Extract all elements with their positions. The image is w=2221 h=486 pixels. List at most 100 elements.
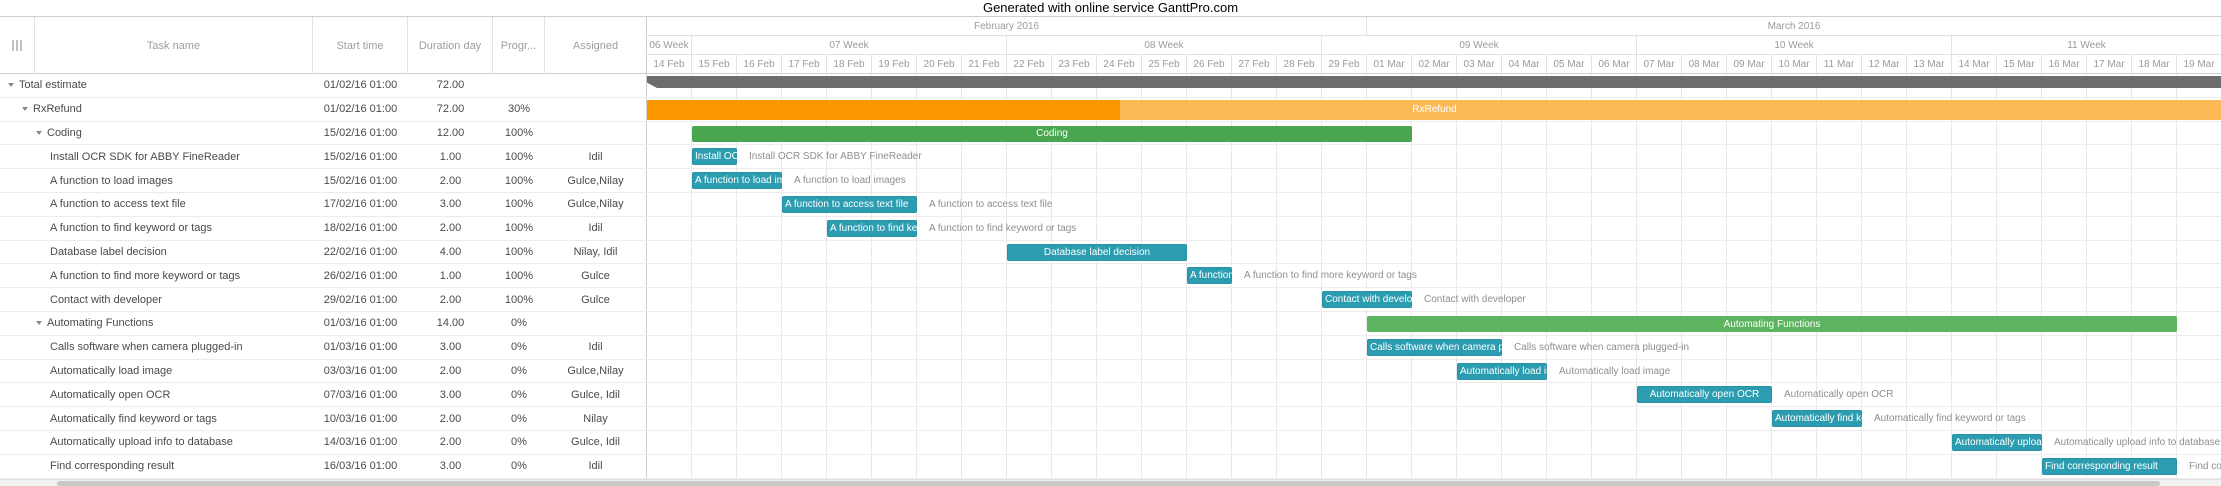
gantt-bar-group[interactable]: Coding (692, 125, 1412, 142)
task-row-left: RxRefund 01/02/16 01:00 72.00 30% (0, 98, 646, 121)
task-name-cell[interactable]: Contact with developer (0, 288, 313, 311)
day-header-cell: 11 Mar (1817, 55, 1862, 74)
gantt-bar-task[interactable]: Automatically open OCR (1637, 386, 1772, 404)
gantt-bar-task[interactable]: A function to access text file (782, 196, 917, 213)
month-header-cell: March 2016 (1367, 17, 2221, 36)
column-options-button[interactable] (0, 17, 35, 74)
gantt-bar-task[interactable]: Database label decision (1007, 243, 1187, 261)
task-row-left: Automating Functions 01/03/16 01:00 14.00 0… (0, 312, 646, 335)
gantt-bar-task[interactable]: Automatically find keyword or tags (1772, 410, 1862, 428)
task-name-cell[interactable]: Automatically open OCR (0, 383, 313, 406)
task-row[interactable]: Find corresponding result 16/03/16 01:00 3… (0, 454, 2221, 479)
table-header: Task name Start time Duration day Progr.… (0, 17, 646, 74)
task-name-cell[interactable]: Find corresponding result (0, 455, 313, 478)
task-row[interactable]: A function to access text file 17/02/16 0… (0, 193, 2221, 217)
column-header-start-time[interactable]: Start time (313, 17, 408, 74)
page-title: Generated with online service GanttPro.c… (982, 0, 1239, 15)
task-name-cell[interactable]: Total estimate (0, 74, 313, 97)
horizontal-scrollbar[interactable] (0, 479, 2221, 486)
bar-after-label: A function to find keyword or tags (929, 222, 1077, 234)
task-row[interactable]: A function to find more keyword or tags 2… (0, 264, 2221, 289)
progress-cell: 100% (504, 174, 534, 187)
day-header-cell: 04 Mar (1502, 55, 1547, 74)
bar-label: A function to access text file (785, 199, 909, 210)
chevron-down-icon[interactable] (22, 107, 28, 112)
gantt-bar-task[interactable]: A function to load images (692, 172, 782, 190)
progress-cell: 0% (511, 412, 527, 425)
task-row[interactable]: A function to find keyword or tags 18/02/… (0, 216, 2221, 241)
task-name-cell[interactable]: A function to load images (0, 169, 313, 192)
gantt-bar-group[interactable]: Automating Functions (1367, 316, 2177, 332)
task-row[interactable]: Database label decision 22/02/16 01:00 4.0… (0, 240, 2221, 265)
task-name-cell[interactable]: Coding (0, 122, 313, 145)
assigned-cell: Idil (588, 150, 603, 163)
progress-cell: 100% (504, 198, 534, 211)
gantt-bar-task[interactable]: Install OCR SDK for ABBY FineReader (692, 148, 737, 166)
task-row-timeline: Find corresponding result Find correspond… (646, 454, 2221, 478)
bar-after-label: Install OCR SDK for ABBY FineReader (749, 151, 922, 163)
task-name-label: RxRefund (33, 103, 82, 116)
start-time-cell: 01/03/16 01:00 (323, 317, 398, 330)
gantt-bar-task[interactable]: Contact with developer (1322, 291, 1412, 309)
task-row[interactable]: Contact with developer 29/02/16 01:00 2.00… (0, 288, 2221, 312)
column-header-task-name[interactable]: Task name (35, 17, 313, 74)
timeline-header: February 2016 March 2016 06 Week 07 Week 08… (646, 17, 2221, 74)
grid-header: Task name Start time Duration day Progr.… (0, 16, 2221, 74)
chevron-down-icon[interactable] (36, 321, 42, 326)
task-row[interactable]: Calls software when camera plugged-in 01/… (0, 335, 2221, 360)
task-name-cell[interactable]: Automating Functions (0, 312, 313, 335)
task-name-cell[interactable]: Automatically find keyword or tags (0, 407, 313, 430)
task-row-timeline: A function to find keyword or tags A func… (646, 216, 2221, 240)
task-row-left: Automatically open OCR 07/03/16 01:00 3.00… (0, 383, 646, 406)
task-name-cell[interactable]: A function to find more keyword or tags (0, 264, 313, 287)
task-row[interactable]: Coding 15/02/16 01:00 12.00 100% Coding (0, 121, 2221, 146)
task-row[interactable]: A function to load images 15/02/16 01:00 2… (0, 169, 2221, 193)
start-time-cell: 15/02/16 01:00 (323, 174, 398, 187)
gantt-bar-task[interactable]: Calls software when camera plugged-in (1367, 338, 1502, 356)
task-name-cell[interactable]: A function to find keyword or tags (0, 217, 313, 240)
task-row-timeline: Install OCR SDK for ABBY FineReader Insta… (646, 145, 2221, 169)
task-name-cell[interactable]: Install OCR SDK for ABBY FineReader (0, 145, 313, 168)
task-row[interactable]: Total estimate 01/02/16 01:00 72.00 (0, 74, 2221, 98)
task-name-cell[interactable]: Database label decision (0, 241, 313, 264)
week-header-cell: 10 Week (1637, 36, 1952, 55)
assigned-cell (545, 122, 646, 145)
gantt-bar-task[interactable]: Automatically load image (1457, 362, 1547, 380)
assigned-cell: Idil (588, 222, 603, 235)
chevron-down-icon[interactable] (36, 130, 42, 135)
task-row[interactable]: Automating Functions 01/03/16 01:00 14.00 0… (0, 312, 2221, 336)
gantt-bar-task[interactable]: Automatically upload info to database (1952, 434, 2042, 451)
progress-cell: 0% (511, 317, 527, 330)
column-options-icon (12, 40, 22, 51)
column-header-assigned[interactable]: Assigned (572, 39, 619, 52)
task-name-cell[interactable]: Calls software when camera plugged-in (0, 336, 313, 359)
assigned-cell: Gulce,Nilay (567, 198, 624, 211)
task-row[interactable]: RxRefund 01/02/16 01:00 72.00 30% RxRefund (0, 97, 2221, 122)
progress-cell: 0% (511, 388, 527, 401)
column-header-progress[interactable]: Progr... (493, 17, 545, 74)
column-header-duration[interactable]: Duration day (408, 17, 493, 74)
task-row[interactable]: Automatically find keyword or tags 10/03/… (0, 407, 2221, 431)
gantt-bar-summary[interactable] (647, 76, 2221, 88)
task-row[interactable]: Automatically upload info to database 14/… (0, 431, 2221, 455)
gantt-bar-task[interactable]: A function to find more keyword or tags (1187, 267, 1232, 285)
chevron-down-icon[interactable] (8, 83, 14, 88)
gantt-bar-task[interactable]: Find corresponding result (2042, 457, 2177, 475)
start-time-cell: 15/02/16 01:00 (323, 126, 398, 139)
gantt-bar-project[interactable]: RxRefund (647, 99, 2221, 120)
task-row[interactable]: Automatically open OCR 07/03/16 01:00 3.00… (0, 383, 2221, 408)
task-row[interactable]: Install OCR SDK for ABBY FineReader 15/02… (0, 145, 2221, 170)
duration-cell: 3.00 (439, 341, 462, 354)
bar-label: A function to load images (695, 175, 782, 187)
task-name-cell[interactable]: RxRefund (0, 98, 313, 121)
task-name-cell[interactable]: Automatically load image (0, 360, 313, 383)
task-name-cell[interactable]: Automatically upload info to database (0, 431, 313, 454)
task-row[interactable]: Automatically load image 03/03/16 01:00 2.… (0, 359, 2221, 384)
scrollbar-thumb[interactable] (57, 481, 2160, 486)
bar-after-label: Contact with developer (1424, 294, 1526, 306)
bar-after-label: Automatically find keyword or tags (1874, 413, 2026, 425)
gantt-bar-task[interactable]: A function to find keyword or tags (827, 219, 917, 237)
task-name-cell[interactable]: A function to access text file (0, 193, 313, 216)
progress-cell: 100% (504, 245, 534, 258)
